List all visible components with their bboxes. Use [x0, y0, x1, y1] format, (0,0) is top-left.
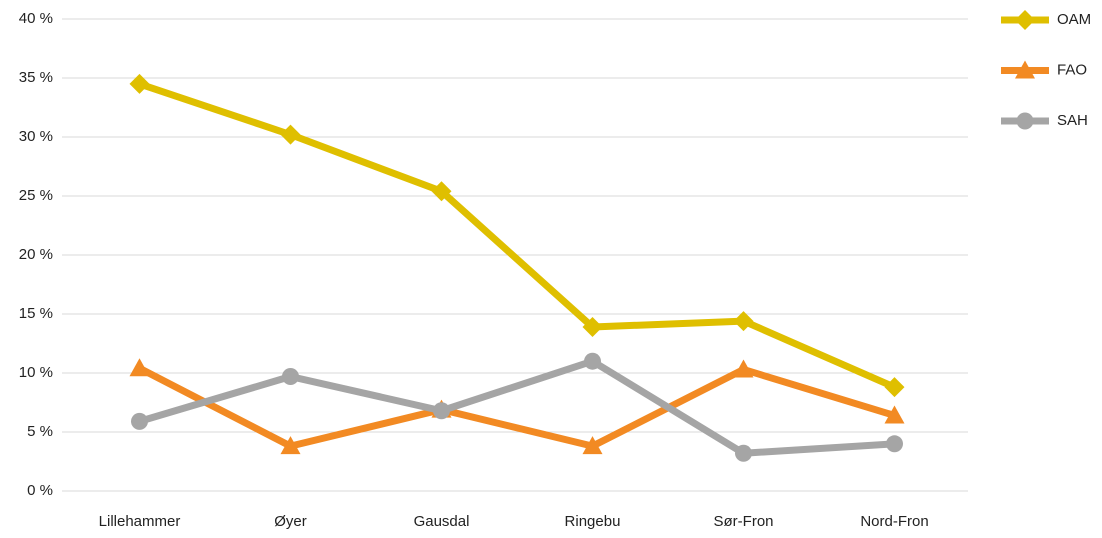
marker	[282, 368, 299, 386]
y-tick-label: 30 %	[19, 128, 53, 145]
marker	[886, 435, 903, 453]
series-line	[138, 80, 896, 391]
marker	[131, 412, 148, 430]
marker	[582, 436, 603, 455]
marker	[582, 316, 603, 337]
series-line	[137, 365, 896, 450]
x-tick-label: Sør-Fron	[714, 513, 774, 530]
legend-label: OAM	[1057, 11, 1091, 28]
y-tick-label: 15 %	[19, 305, 53, 322]
marker	[884, 377, 905, 398]
y-tick-label: 20 %	[19, 246, 53, 263]
x-tick-label: Lillehammer	[99, 513, 181, 530]
marker	[280, 124, 301, 145]
marker	[884, 405, 905, 424]
marker	[433, 402, 450, 420]
y-tick-label: 25 %	[19, 187, 53, 204]
y-tick-label: 35 %	[19, 69, 53, 86]
marker	[1016, 112, 1034, 130]
y-tick-label: 5 %	[27, 423, 53, 440]
x-tick-label: Gausdal	[414, 513, 470, 530]
marker	[129, 358, 150, 377]
y-tick-label: 0 %	[27, 482, 53, 499]
marker	[733, 359, 754, 378]
marker	[431, 181, 452, 202]
marker	[280, 436, 301, 455]
marker	[735, 444, 752, 462]
y-tick-label: 10 %	[19, 364, 53, 381]
x-tick-label: Øyer	[274, 513, 307, 530]
marker	[733, 311, 754, 332]
x-tick-label: Nord-Fron	[860, 513, 928, 530]
series-line	[138, 357, 895, 457]
marker	[129, 73, 150, 94]
y-tick-label: 40 %	[19, 10, 53, 27]
marker	[1015, 60, 1035, 79]
x-tick-label: Ringebu	[565, 513, 621, 530]
legend-label: FAO	[1057, 61, 1087, 78]
legend-label: SAH	[1057, 112, 1088, 129]
marker	[584, 352, 601, 370]
marker	[1015, 10, 1035, 30]
